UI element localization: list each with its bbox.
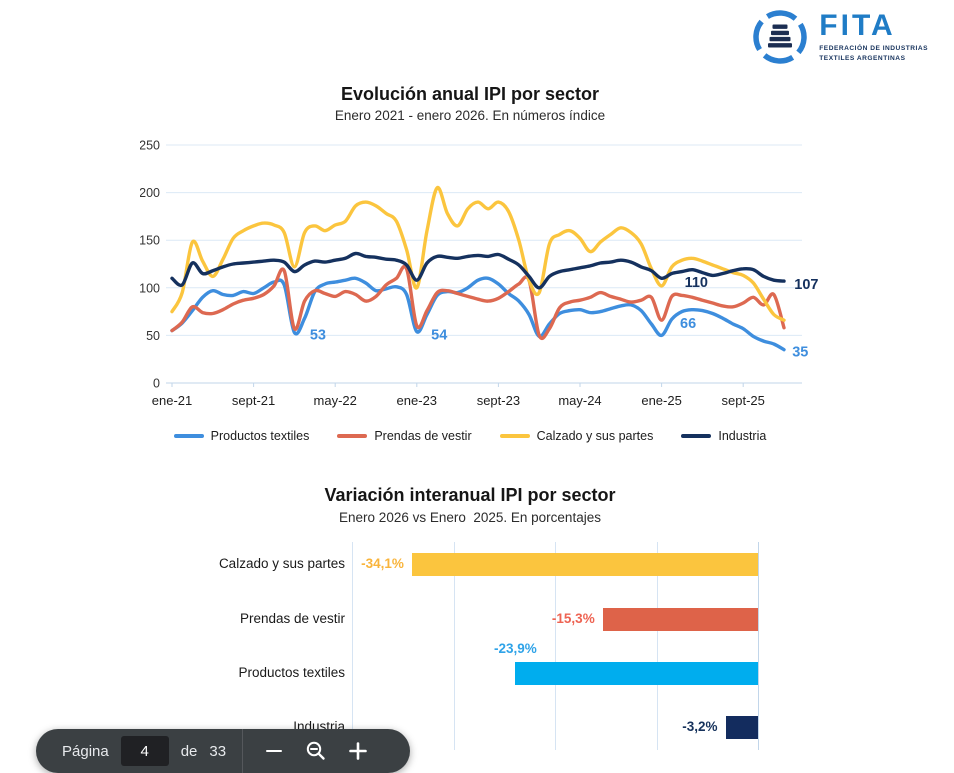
x-tick-label-4: sept-23 bbox=[477, 393, 520, 408]
legend-label-productos-textiles: Productos textiles bbox=[210, 429, 310, 443]
bar-value-industria: -3,2% bbox=[682, 719, 718, 734]
fita-wordmark: FITA bbox=[819, 9, 896, 43]
pdf-toolbar: Página de 33 bbox=[36, 729, 410, 773]
y-tick-label-250: 250 bbox=[140, 139, 160, 153]
bar-category-productos-textiles: Productos textiles bbox=[238, 665, 345, 680]
y-tick-label-200: 200 bbox=[140, 186, 160, 200]
line-calzado-y-sus-partes bbox=[170, 186, 786, 322]
x-tick-label-6: ene-25 bbox=[641, 393, 681, 408]
bar-industria bbox=[725, 715, 758, 739]
page-number-input[interactable] bbox=[120, 736, 169, 766]
bar-value-productos-textiles: -23,9% bbox=[494, 640, 537, 656]
line-chart-title: Evolución anual IPI por sector bbox=[340, 84, 600, 104]
total-pages: 33 bbox=[209, 742, 227, 760]
legend-swatch-calzado-y-sus-partes bbox=[499, 433, 530, 439]
zoom-reset-button[interactable] bbox=[298, 733, 334, 769]
x-tick-label-3: ene-23 bbox=[397, 393, 437, 408]
bar-gridline-0 bbox=[758, 542, 759, 750]
bar-chart-subtitle: Enero 2026 vs Enero 2025. En porcentajes bbox=[339, 510, 601, 525]
bar-gridline--20 bbox=[555, 542, 556, 750]
bar-gridline--10 bbox=[656, 542, 658, 750]
y-tick-label-150: 150 bbox=[140, 234, 160, 248]
legend-label-calzado-y-sus-partes: Calzado y sus partes bbox=[536, 429, 654, 443]
bar-productos-textiles bbox=[515, 661, 758, 685]
x-tick-label-1: sept-21 bbox=[232, 393, 275, 408]
fita-logo-text: FITA FEDERACIÓN DE INDUSTRIAS TEXTILES A… bbox=[819, 11, 928, 62]
y-tick-label-100: 100 bbox=[140, 281, 160, 295]
legend-label-prendas-de-vestir: Prendas de vestir bbox=[374, 429, 472, 443]
data-label-3-35: 35 bbox=[792, 345, 808, 361]
legend-item-productos-textiles: Productos textiles bbox=[173, 429, 310, 443]
data-label-1-54: 54 bbox=[431, 327, 447, 343]
bar-prendas-de-vestir bbox=[602, 607, 758, 631]
ipi-variation-bar-chart: Calzado y sus partes -34,1% Prendas de ves… bbox=[0, 538, 954, 753]
bar-value-calzado-y-sus-partes: -34,1% bbox=[361, 556, 404, 571]
data-label-5-107: 107 bbox=[794, 277, 818, 293]
legend-item-calzado-y-sus-partes: Calzado y sus partes bbox=[499, 429, 654, 443]
zoom-out-button[interactable] bbox=[256, 733, 292, 769]
fita-logo: FITA FEDERACIÓN DE INDUSTRIAS TEXTILES A… bbox=[751, 8, 928, 66]
y-tick-label-50: 50 bbox=[146, 329, 160, 343]
of-label: de bbox=[180, 742, 198, 760]
legend-label-industria: Industria bbox=[718, 429, 767, 443]
data-label-0-53: 53 bbox=[310, 327, 326, 343]
fita-logo-icon bbox=[753, 10, 808, 64]
line-chart-legend: Productos textiles Prendas de vestir Calza… bbox=[140, 429, 800, 443]
page-label: Página bbox=[62, 742, 109, 760]
y-tick-label-0: 0 bbox=[153, 377, 160, 391]
bar-category-prendas-de-vestir: Prendas de vestir bbox=[239, 611, 345, 626]
x-tick-label-5: may-24 bbox=[558, 393, 601, 408]
bar-value-prendas-de-vestir: -15,3% bbox=[551, 611, 595, 626]
fita-tagline: FEDERACIÓN DE INDUSTRIAS TEXTILES ARGENT… bbox=[819, 45, 928, 62]
legend-item-industria: Industria bbox=[681, 429, 766, 443]
x-tick-label-2: may-22 bbox=[314, 393, 357, 408]
legend-swatch-productos-textiles bbox=[173, 433, 204, 439]
minus-icon bbox=[266, 749, 283, 753]
x-tick-label-7: sept-25 bbox=[722, 393, 765, 408]
legend-swatch-prendas-de-vestir bbox=[337, 433, 368, 439]
bar-category-calzado-y-sus-partes: Calzado y sus partes bbox=[218, 556, 345, 571]
toolbar-divider bbox=[242, 729, 244, 773]
line-prendas-de-vestir bbox=[170, 264, 786, 341]
plus-icon bbox=[349, 742, 367, 760]
x-tick-label-0: ene-21 bbox=[152, 393, 192, 408]
bar-chart-title: Variación interanual IPI por sector bbox=[324, 485, 616, 505]
legend-item-prendas-de-vestir: Prendas de vestir bbox=[337, 429, 472, 443]
bar-gridline--30 bbox=[453, 542, 455, 750]
data-label-2-66: 66 bbox=[680, 316, 696, 332]
data-label-4-110: 110 bbox=[685, 275, 708, 291]
legend-swatch-industria bbox=[681, 433, 712, 439]
line-productos-textiles bbox=[170, 276, 786, 352]
ipi-evolution-line-chart: 0 50 100 150 200 250 ene-21 sept-21 may-22 ene-23… bbox=[140, 139, 819, 409]
line-industria bbox=[170, 251, 786, 290]
bar-calzado-y-sus-partes bbox=[411, 552, 758, 576]
magnifier-minus-icon bbox=[306, 741, 325, 760]
bar-gridline--40 bbox=[352, 542, 353, 750]
line-chart-subtitle: Enero 2021 - enero 2026. En números índi… bbox=[334, 108, 606, 123]
zoom-in-button[interactable] bbox=[340, 733, 376, 769]
